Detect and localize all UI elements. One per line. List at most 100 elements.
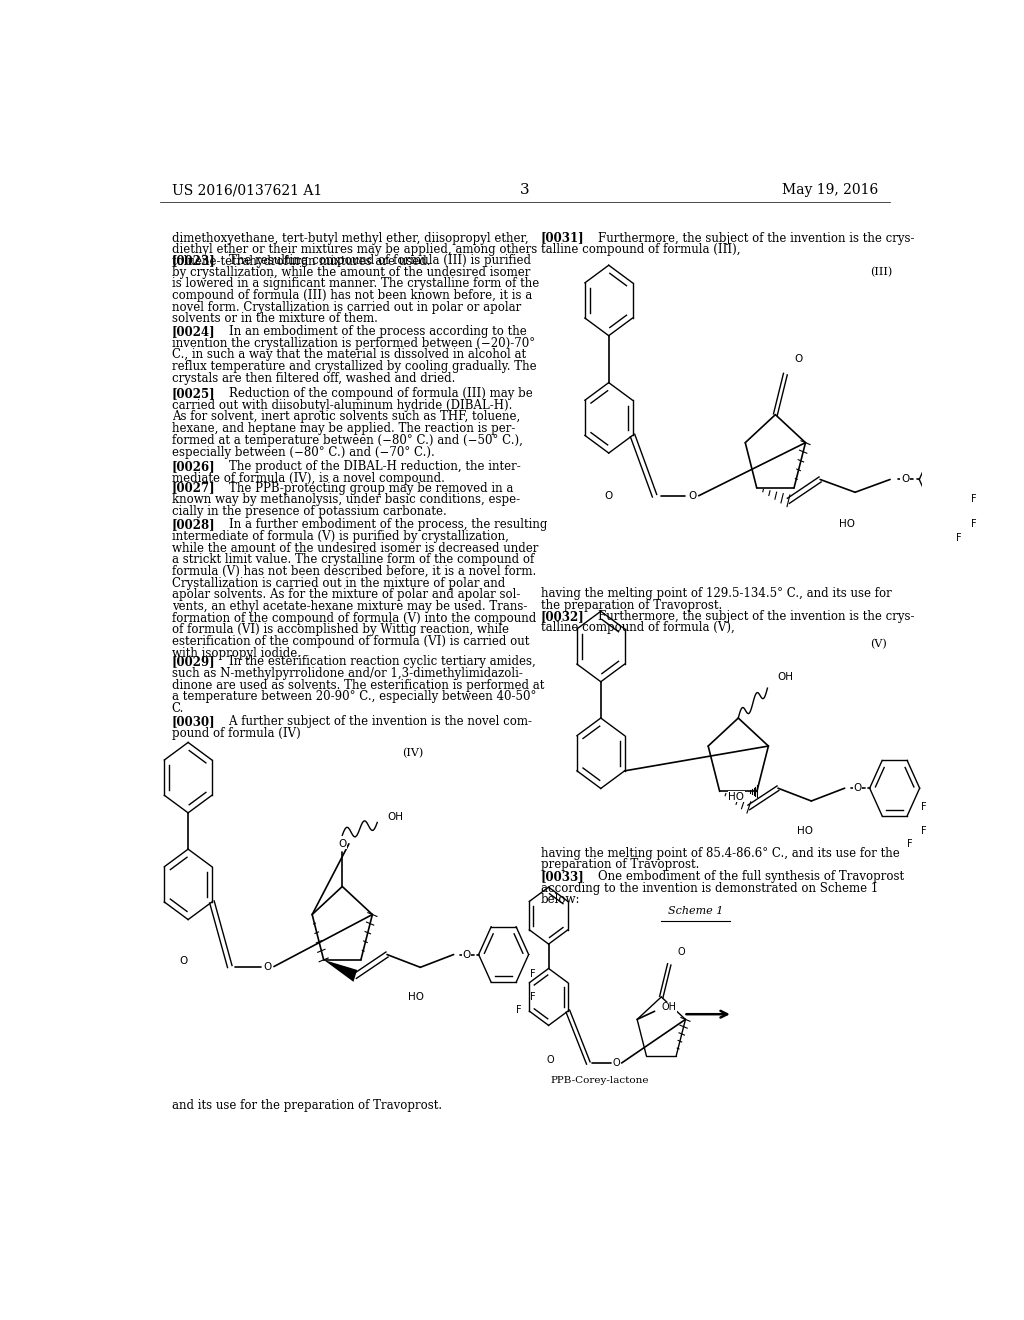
Text: [0031]: [0031] <box>541 231 585 244</box>
Text: F: F <box>922 803 927 812</box>
Text: O: O <box>604 491 612 500</box>
Text: Furthermore, the subject of the invention is the crys-: Furthermore, the subject of the inventio… <box>583 231 914 244</box>
Text: dinone are used as solvents. The esterification is performed at: dinone are used as solvents. The esterif… <box>172 678 544 692</box>
Text: solvents or in the mixture of them.: solvents or in the mixture of them. <box>172 313 378 326</box>
Text: [0026]: [0026] <box>172 461 215 474</box>
Text: cially in the presence of potassium carbonate.: cially in the presence of potassium carb… <box>172 506 446 517</box>
Text: PPB-Corey-lactone: PPB-Corey-lactone <box>551 1076 649 1085</box>
Text: In a further embodiment of the process, the resulting: In a further embodiment of the process, … <box>214 519 547 531</box>
Text: of formula (VI) is accomplished by Wittig reaction, while: of formula (VI) is accomplished by Witti… <box>172 623 509 636</box>
Text: talline compound of formula (V),: talline compound of formula (V), <box>541 622 734 635</box>
Text: and its use for the preparation of Travoprost.: and its use for the preparation of Travo… <box>172 1098 441 1111</box>
Text: [0033]: [0033] <box>541 870 585 883</box>
Text: The resulting compound of formula (III) is purified: The resulting compound of formula (III) … <box>214 253 530 267</box>
Text: C.: C. <box>172 702 184 715</box>
Text: O: O <box>180 956 188 966</box>
Text: HO: HO <box>409 993 424 1002</box>
Text: A further subject of the invention is the novel com-: A further subject of the invention is th… <box>214 715 531 729</box>
Text: O: O <box>677 948 685 957</box>
Text: compound of formula (III) has not been known before, it is a: compound of formula (III) has not been k… <box>172 289 531 302</box>
Text: F: F <box>956 533 963 543</box>
Text: F: F <box>971 494 977 504</box>
Text: with isopropyl iodide.: with isopropyl iodide. <box>172 647 301 660</box>
Text: The PPB-protecting group may be removed in a: The PPB-protecting group may be removed … <box>214 482 513 495</box>
Text: HO: HO <box>839 519 855 529</box>
Text: is lowered in a significant manner. The crystalline form of the: is lowered in a significant manner. The … <box>172 277 539 290</box>
Text: vents, an ethyl acetate-hexane mixture may be used. Trans-: vents, an ethyl acetate-hexane mixture m… <box>172 601 527 612</box>
Text: having the melting point of 129.5-134.5° C., and its use for: having the melting point of 129.5-134.5°… <box>541 587 892 601</box>
Text: below:: below: <box>541 894 581 907</box>
Text: [0032]: [0032] <box>541 610 585 623</box>
Text: (IV): (IV) <box>401 748 423 758</box>
Text: [0025]: [0025] <box>172 387 215 400</box>
Text: toluene-tetrahydrofuran mixtures are used.: toluene-tetrahydrofuran mixtures are use… <box>172 255 430 268</box>
Text: One embodiment of the full synthesis of Travoprost: One embodiment of the full synthesis of … <box>583 870 904 883</box>
Text: C., in such a way that the material is dissolved in alcohol at: C., in such a way that the material is d… <box>172 348 525 362</box>
Text: esterification of the compound of formula (VI) is carried out: esterification of the compound of formul… <box>172 635 529 648</box>
Text: HO: HO <box>728 792 744 801</box>
Text: In an embodiment of the process according to the: In an embodiment of the process accordin… <box>214 325 526 338</box>
Text: [0024]: [0024] <box>172 325 215 338</box>
Text: As for solvent, inert aprotic solvents such as THF, toluene,: As for solvent, inert aprotic solvents s… <box>172 411 520 424</box>
Text: novel form. Crystallization is carried out in polar or apolar: novel form. Crystallization is carried o… <box>172 301 521 314</box>
Text: F: F <box>530 969 536 978</box>
Text: O: O <box>901 474 909 484</box>
Text: OH: OH <box>388 812 403 822</box>
Text: apolar solvents. As for the mixture of polar and apolar sol-: apolar solvents. As for the mixture of p… <box>172 589 520 602</box>
Text: dimethoxyethane, tert-butyl methyl ether, diisopropyl ether,: dimethoxyethane, tert-butyl methyl ether… <box>172 231 528 244</box>
Text: US 2016/0137621 A1: US 2016/0137621 A1 <box>172 183 322 197</box>
Text: preparation of Travoprost.: preparation of Travoprost. <box>541 858 699 871</box>
Text: In the esterification reaction cyclic tertiary amides,: In the esterification reaction cyclic te… <box>214 656 536 668</box>
Text: (V): (V) <box>870 639 887 649</box>
Text: F: F <box>971 519 977 529</box>
Text: such as N-methylpyrrolidone and/or 1,3-dimethylimidazoli-: such as N-methylpyrrolidone and/or 1,3-d… <box>172 667 522 680</box>
Text: intermediate of formula (V) is purified by crystallization,: intermediate of formula (V) is purified … <box>172 529 509 543</box>
Text: formed at a temperature between (−80° C.) and (−50° C.),: formed at a temperature between (−80° C.… <box>172 434 522 447</box>
Text: [0023]: [0023] <box>172 253 215 267</box>
Text: [0030]: [0030] <box>172 715 215 729</box>
Text: O: O <box>338 838 346 849</box>
Text: F: F <box>530 993 536 1002</box>
Text: known way by methanolysis, under basic conditions, espe-: known way by methanolysis, under basic c… <box>172 494 520 507</box>
Polygon shape <box>324 960 357 982</box>
Text: F: F <box>516 1005 521 1015</box>
Text: according to the invention is demonstrated on Scheme 1: according to the invention is demonstrat… <box>541 882 878 895</box>
Text: diethyl ether or their mixtures may be applied, among others: diethyl ether or their mixtures may be a… <box>172 243 537 256</box>
Text: by crystallization, while the amount of the undesired isomer: by crystallization, while the amount of … <box>172 265 530 279</box>
Text: O: O <box>853 783 861 793</box>
Text: crystals are then filtered off, washed and dried.: crystals are then filtered off, washed a… <box>172 372 455 385</box>
Text: a temperature between 20-90° C., especially between 40-50°: a temperature between 20-90° C., especia… <box>172 690 536 704</box>
Text: O: O <box>462 949 470 960</box>
Text: a strickt limit value. The crystalline form of the compound of: a strickt limit value. The crystalline f… <box>172 553 534 566</box>
Text: Scheme 1: Scheme 1 <box>668 906 723 916</box>
Text: OH: OH <box>662 1002 677 1012</box>
Text: [0027]: [0027] <box>172 482 215 495</box>
Text: pound of formula (IV): pound of formula (IV) <box>172 727 300 741</box>
Text: O: O <box>263 961 271 972</box>
Text: talline compound of formula (III),: talline compound of formula (III), <box>541 243 740 256</box>
Text: while the amount of the undesired isomer is decreased under: while the amount of the undesired isomer… <box>172 541 538 554</box>
Text: [0029]: [0029] <box>172 656 215 668</box>
Text: OH: OH <box>778 672 794 682</box>
Text: having the melting point of 85.4-86.6° C., and its use for the: having the melting point of 85.4-86.6° C… <box>541 846 899 859</box>
Text: the preparation of Travoprost.: the preparation of Travoprost. <box>541 599 722 612</box>
Text: O: O <box>547 1055 554 1065</box>
Text: May 19, 2016: May 19, 2016 <box>781 183 878 197</box>
Text: 3: 3 <box>520 183 529 197</box>
Text: formation of the compound of formula (V) into the compound: formation of the compound of formula (V)… <box>172 611 536 624</box>
Text: Furthermore, the subject of the invention is the crys-: Furthermore, the subject of the inventio… <box>583 610 914 623</box>
Text: O: O <box>688 491 696 500</box>
Text: invention the crystallization is performed between (−20)-70°: invention the crystallization is perform… <box>172 337 535 350</box>
Text: especially between (−80° C.) and (−70° C.).: especially between (−80° C.) and (−70° C… <box>172 446 434 458</box>
Text: F: F <box>907 838 912 849</box>
Text: reflux temperature and crystallized by cooling gradually. The: reflux temperature and crystallized by c… <box>172 360 537 374</box>
Text: carried out with diisobutyl-aluminum hydride (DIBAL-H).: carried out with diisobutyl-aluminum hyd… <box>172 399 512 412</box>
Text: HO: HO <box>797 826 813 836</box>
Text: The product of the DIBAL-H reduction, the inter-: The product of the DIBAL-H reduction, th… <box>214 461 520 474</box>
Text: Reduction of the compound of formula (III) may be: Reduction of the compound of formula (II… <box>214 387 532 400</box>
Text: formula (V) has not been described before, it is a novel form.: formula (V) has not been described befor… <box>172 565 536 578</box>
Text: O: O <box>795 354 803 364</box>
Text: O: O <box>612 1059 620 1068</box>
Text: hexane, and heptane may be applied. The reaction is per-: hexane, and heptane may be applied. The … <box>172 422 515 436</box>
Text: F: F <box>922 826 927 836</box>
